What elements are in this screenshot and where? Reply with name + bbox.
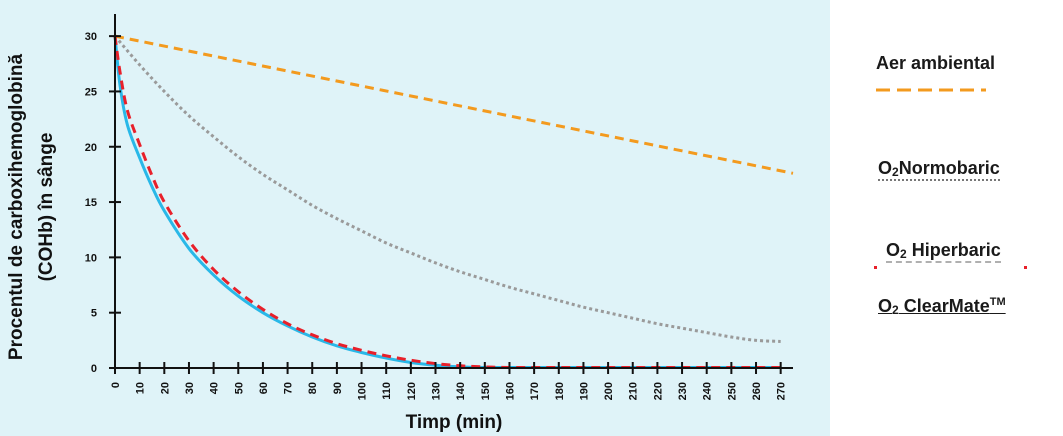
x-tick-label: 140 <box>455 382 467 400</box>
x-tick-label: 190 <box>578 382 590 400</box>
x-tick-label: 100 <box>357 382 369 400</box>
y-axis-title-line-2: (COHb) în sânge <box>36 133 57 282</box>
legend: Aer ambiental O2Normobaric O2 Hiperbaric… <box>840 0 1063 436</box>
x-tick-label: 10 <box>135 382 147 394</box>
series-line-o2-hiperbaric <box>113 35 781 369</box>
x-tick-label: 260 <box>751 382 763 400</box>
legend-label-o2-normobaric: O2Normobaric <box>878 158 1000 181</box>
series-line-aer-ambiental <box>114 34 794 175</box>
x-tick-label: 150 <box>480 382 492 400</box>
legend-label-o2-clearmate: O2 ClearMateTM <box>878 296 1006 317</box>
x-axis-title: Timp (min) <box>406 412 503 433</box>
x-tick-label: 110 <box>381 382 393 400</box>
series-line-o2-normobaric <box>113 35 781 343</box>
y-tick-label: 25 <box>85 86 97 98</box>
y-tick-label: 20 <box>85 142 97 154</box>
legend-label-aer-ambiental: Aer ambiental <box>876 53 996 73</box>
legend-label-o2-hiperbaric: O2 Hiperbaric <box>886 240 1001 263</box>
x-tick-label: 230 <box>677 382 689 400</box>
chart-plot: 0 5 10 15 20 25 30 0 10 20 30 40 50 60 70 80 90 100 110 120… <box>6 14 794 433</box>
x-tick-label: 130 <box>431 382 443 400</box>
series-line-o2-clearmate <box>113 35 781 369</box>
x-tick-label: 170 <box>529 382 541 400</box>
x-tick-label: 60 <box>258 382 270 394</box>
x-tick-label: 20 <box>159 382 171 394</box>
x-tick-label: 70 <box>283 382 295 394</box>
x-tick-label: 200 <box>603 382 615 400</box>
y-tick-label: 30 <box>85 31 97 43</box>
x-tick-label: 0 <box>110 382 122 388</box>
x-tick-label: 240 <box>702 382 714 400</box>
x-tick-label: 250 <box>726 382 738 400</box>
x-tick-label: 160 <box>504 382 516 400</box>
x-tick-label: 80 <box>307 382 319 394</box>
legend-marker-o2-hiperbaric <box>874 266 1027 269</box>
x-tick-label: 50 <box>233 382 245 394</box>
y-tick-label: 15 <box>85 197 97 209</box>
x-tick-label: 180 <box>554 382 566 400</box>
x-tick-label: 220 <box>652 382 664 400</box>
legend-line-aer-ambiental <box>876 88 986 92</box>
x-tick-label: 40 <box>209 382 221 394</box>
y-tick-label: 10 <box>85 252 97 264</box>
y-tick-label: 0 <box>91 363 97 375</box>
x-tick-label: 210 <box>628 382 640 400</box>
y-tick-label: 5 <box>91 308 97 320</box>
x-tick-label: 30 <box>184 382 196 394</box>
x-tick-label: 120 <box>406 382 418 400</box>
x-tick-label: 90 <box>332 382 344 394</box>
y-axis-title-line-1: Procentul de carboxihemoglobină <box>6 53 27 360</box>
x-tick-label: 270 <box>776 382 788 400</box>
